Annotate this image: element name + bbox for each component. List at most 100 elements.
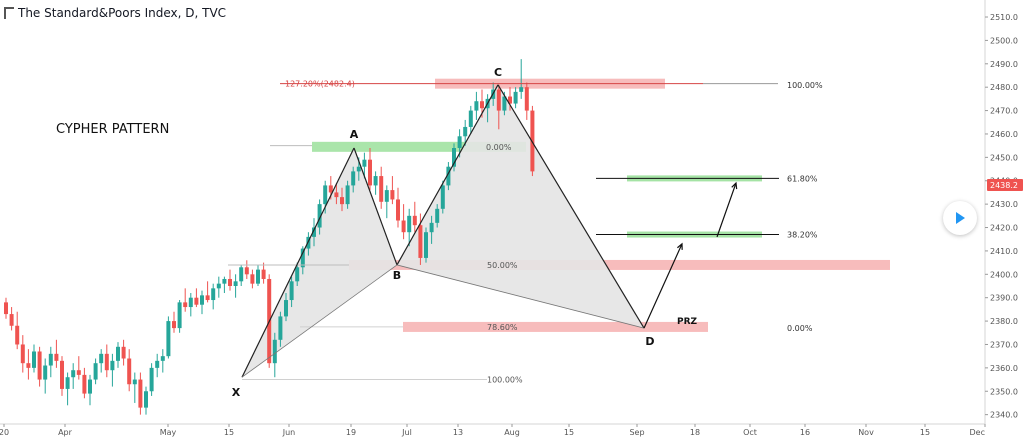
point-label-B: B xyxy=(393,269,401,282)
pattern-leg-XB xyxy=(241,264,398,378)
candle-body xyxy=(435,208,440,223)
candle-body xyxy=(216,283,221,289)
y-tick-label: 2410.0 xyxy=(990,247,1018,256)
candle-body xyxy=(54,353,59,361)
y-tick-label: 2450.0 xyxy=(990,153,1018,162)
candle-body xyxy=(396,199,400,221)
candle-body xyxy=(351,171,356,186)
candle-body xyxy=(43,365,48,380)
candle-body xyxy=(188,297,193,308)
candle-body xyxy=(144,391,148,408)
tradingview-logo-icon xyxy=(4,7,14,19)
x-tick-label: Oct xyxy=(743,428,757,437)
projection-arrow-1-head xyxy=(677,242,683,250)
candle-body xyxy=(177,302,182,329)
pattern-lines-layer xyxy=(228,83,779,381)
x-tick-label: Jun xyxy=(282,428,296,437)
candle-body xyxy=(323,185,328,205)
fib-level-label: 50.00% xyxy=(487,261,518,270)
x-tick-label: Dec xyxy=(970,428,985,437)
y-tick-label: 2480.0 xyxy=(990,83,1018,92)
candle-body xyxy=(407,215,412,233)
candle-body xyxy=(328,185,333,193)
candle-body xyxy=(194,297,199,305)
candle-body xyxy=(440,185,445,209)
point-label-D: D xyxy=(645,335,654,348)
candle-body xyxy=(138,379,143,408)
candle-body xyxy=(452,148,456,167)
projection-arrow-2 xyxy=(716,182,737,238)
pattern-title: CYPHER PATTERN xyxy=(56,122,169,137)
pattern-leg-AB xyxy=(353,147,398,266)
candle-body xyxy=(463,126,468,137)
candle-body xyxy=(334,192,339,198)
y-tick-label: 2360.0 xyxy=(990,364,1018,373)
pattern-leg-XA xyxy=(241,147,355,378)
candle-body xyxy=(368,159,372,186)
candle-body xyxy=(289,281,294,301)
fib-level-label: 100.00% xyxy=(487,376,523,385)
point-label-C: C xyxy=(494,66,502,79)
fib-zone-red xyxy=(349,259,890,270)
pattern-leg-CD xyxy=(497,84,645,329)
fib-level-label: 78.60% xyxy=(487,323,518,332)
y-tick-label: 2420.0 xyxy=(990,224,1018,233)
candle-body xyxy=(71,370,76,378)
candle-body xyxy=(222,278,227,284)
candle-body xyxy=(256,269,260,284)
candle-body xyxy=(513,91,518,104)
candle-body xyxy=(183,302,188,308)
last-price-tag xyxy=(987,178,1023,191)
candle-body xyxy=(278,316,283,340)
x-tick-label: May xyxy=(160,428,177,437)
candle-body xyxy=(306,236,311,249)
x-tick-label: Sep xyxy=(629,428,644,437)
candle-body xyxy=(88,379,92,394)
candle-body xyxy=(384,190,389,202)
candle-body xyxy=(127,358,132,385)
candle-body xyxy=(379,176,384,202)
candle-body xyxy=(166,321,171,357)
candle-body xyxy=(200,295,204,305)
y-tick-label: 2340.0 xyxy=(990,411,1018,420)
candle-body xyxy=(317,204,322,228)
candle-body xyxy=(233,281,238,286)
candle-body xyxy=(132,379,137,385)
projection-arrow-2-head xyxy=(731,181,738,190)
play-button[interactable] xyxy=(943,201,977,235)
candle-body xyxy=(121,346,126,359)
y-tick-label: 2370.0 xyxy=(990,340,1018,349)
candle-body xyxy=(412,215,417,226)
x-tick-label: Apr xyxy=(58,428,73,437)
fib-level-label: 0.00% xyxy=(486,143,512,152)
candle-body xyxy=(116,346,120,361)
chart-header: The Standard&Poors Index, D, TVC xyxy=(4,4,226,22)
candle-body xyxy=(340,197,344,205)
fib-zone-red xyxy=(403,321,708,332)
candle-body xyxy=(424,232,428,258)
candle-body xyxy=(160,356,165,361)
candle-body xyxy=(468,110,473,127)
candle-body xyxy=(418,225,423,258)
candle-body xyxy=(228,278,232,286)
candle-body xyxy=(524,87,529,111)
candle-body xyxy=(26,363,31,368)
x-tick-label: 15 xyxy=(224,428,234,437)
candle-body xyxy=(312,227,316,237)
x-tick-label: Nov xyxy=(858,428,874,437)
candle-body xyxy=(457,136,462,148)
play-icon xyxy=(956,212,965,224)
candle-body xyxy=(104,353,109,371)
x-tick-label: 15 xyxy=(564,428,574,437)
chart-title: The Standard&Poors Index, D, TVC xyxy=(18,6,227,20)
candle-body xyxy=(205,295,210,301)
target-level-label: 0.00% xyxy=(787,324,813,333)
point-label-A: A xyxy=(350,128,359,141)
candle-body xyxy=(519,87,524,92)
candle-body xyxy=(356,166,361,172)
candle-body xyxy=(99,353,104,364)
candle-body xyxy=(272,339,277,364)
x-tick-label: 18 xyxy=(690,428,700,437)
point-label-X: X xyxy=(232,386,241,399)
